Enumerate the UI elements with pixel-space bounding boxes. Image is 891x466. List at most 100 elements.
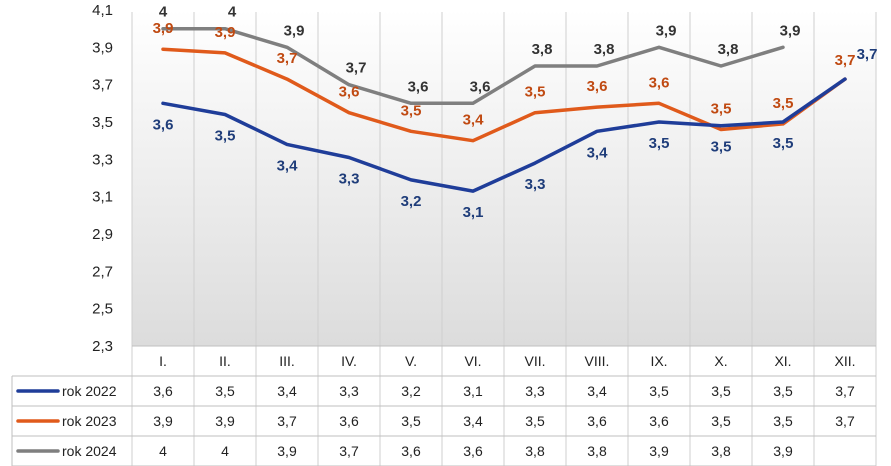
data-label: 3,6 xyxy=(470,78,491,95)
y-axis: 4,1 3,9 3,7 3,5 3,3 3,1 2,9 2,7 2,5 2,3 xyxy=(92,2,113,355)
table-cell: 3,7 xyxy=(339,443,359,459)
x-category-label: XI. xyxy=(774,353,791,369)
data-label: 3,9 xyxy=(656,22,677,39)
x-category-label: VII. xyxy=(524,353,545,369)
table-cell: 3,6 xyxy=(401,443,421,459)
legend-label: rok 2023 xyxy=(62,413,117,429)
table-cell: 3,2 xyxy=(401,383,421,399)
y-tick-label: 3,9 xyxy=(92,39,113,56)
table-cell: 3,5 xyxy=(215,383,235,399)
y-tick-label: 2,5 xyxy=(92,301,113,318)
x-category-label: X. xyxy=(714,353,727,369)
data-label: 3,7 xyxy=(857,46,878,63)
table-cell: 3,5 xyxy=(711,413,731,429)
table-cell: 3,7 xyxy=(277,413,297,429)
data-label: 3,4 xyxy=(587,144,609,161)
table-cell: 3,7 xyxy=(835,413,855,429)
table-cell: 3,8 xyxy=(525,443,545,459)
data-label: 3,6 xyxy=(408,78,429,95)
table-cell: 3,6 xyxy=(339,413,359,429)
series-lines xyxy=(161,26,847,193)
x-category-label: VI. xyxy=(464,353,481,369)
data-label: 3,4 xyxy=(277,157,299,174)
y-tick-label: 4,1 xyxy=(92,2,113,19)
table-cell: 3,9 xyxy=(153,413,173,429)
table-cell: 3,3 xyxy=(339,383,359,399)
table-cell: 3,7 xyxy=(835,383,855,399)
table-cell: 3,9 xyxy=(649,443,669,459)
x-category-label: XII. xyxy=(834,353,855,369)
x-category-label: II. xyxy=(219,353,231,369)
y-tick-label: 2,3 xyxy=(92,338,113,355)
data-label: 4 xyxy=(159,4,168,21)
y-tick-label: 3,7 xyxy=(92,77,113,94)
y-tick-label: 2,7 xyxy=(92,263,113,280)
table-cell: 3,8 xyxy=(711,443,731,459)
x-category-label: V. xyxy=(405,353,417,369)
table-cell: 3,6 xyxy=(587,413,607,429)
data-label: 3,5 xyxy=(649,135,670,152)
gridlines xyxy=(131,12,877,466)
data-label: 3,6 xyxy=(649,74,670,91)
table-cell: 3,9 xyxy=(277,443,297,459)
table-cell: 3,9 xyxy=(773,443,793,459)
x-category-label: IX. xyxy=(650,353,667,369)
y-tick-label: 3,3 xyxy=(92,151,113,168)
series-line xyxy=(161,26,785,106)
table-cell: 3,5 xyxy=(649,383,669,399)
data-table: I. II. III. IV. V. VI. VII. VIII. IX. X. XI. XII. ro… xyxy=(11,345,876,466)
data-label: 3,6 xyxy=(153,116,174,133)
table-cell: 4 xyxy=(221,443,229,459)
x-category-label: III. xyxy=(279,353,295,369)
table-cell: 3,5 xyxy=(525,413,545,429)
data-label: 3,5 xyxy=(773,135,794,152)
table-cell: 3,4 xyxy=(463,413,483,429)
data-label: 3,5 xyxy=(711,139,732,156)
table-cell: 3,5 xyxy=(773,383,793,399)
data-label: 3,9 xyxy=(780,22,801,39)
data-label: 3,2 xyxy=(401,193,422,210)
y-tick-label: 3,1 xyxy=(92,189,113,206)
table-cell: 3,5 xyxy=(773,413,793,429)
data-label: 3,3 xyxy=(339,170,360,187)
data-label: 3,6 xyxy=(339,84,360,101)
data-label: 3,4 xyxy=(463,112,485,129)
table-cell: 3,9 xyxy=(215,413,235,429)
data-label: 4 xyxy=(228,4,237,21)
data-label: 3,5 xyxy=(215,128,236,145)
data-label: 3,5 xyxy=(525,84,546,101)
data-label: 3,5 xyxy=(401,102,422,119)
legend-label: rok 2024 xyxy=(62,443,117,459)
table-cell: 3,6 xyxy=(649,413,669,429)
y-tick-label: 2,9 xyxy=(92,226,113,243)
data-label: 3,3 xyxy=(525,176,546,193)
data-label: 3,9 xyxy=(284,22,305,39)
data-label: 3,8 xyxy=(532,41,553,58)
data-label: 3,7 xyxy=(835,52,856,69)
table-cell: 3,8 xyxy=(587,443,607,459)
x-category-label: VIII. xyxy=(585,353,610,369)
data-label: 3,9 xyxy=(215,24,236,41)
y-tick-label: 3,5 xyxy=(92,114,113,131)
table-cell: 3,6 xyxy=(463,443,483,459)
data-label: 3,5 xyxy=(773,95,794,112)
series-line xyxy=(161,47,847,143)
table-cell: 3,5 xyxy=(711,383,731,399)
data-label: 3,5 xyxy=(711,100,732,117)
data-labels: 3,6 3,5 3,4 3,3 3,2 3,1 3,3 3,4 3,5 3,5 3,5 3,7 3,9 3… xyxy=(153,4,878,221)
data-label: 3,7 xyxy=(277,50,298,67)
data-label: 3,8 xyxy=(718,41,739,58)
table-cell: 3,1 xyxy=(463,383,483,399)
data-label: 3,1 xyxy=(463,204,484,221)
table-cell: 3,6 xyxy=(153,383,173,399)
table-cell: 3,3 xyxy=(525,383,545,399)
x-category-label: IV. xyxy=(341,353,357,369)
series-line xyxy=(161,77,847,193)
table-cell: 3,5 xyxy=(401,413,421,429)
x-category-label: I. xyxy=(159,353,167,369)
data-label: 3,9 xyxy=(153,20,174,37)
data-label: 3,7 xyxy=(346,60,367,77)
table-cell: 4 xyxy=(159,443,167,459)
table-cell: 3,4 xyxy=(587,383,607,399)
